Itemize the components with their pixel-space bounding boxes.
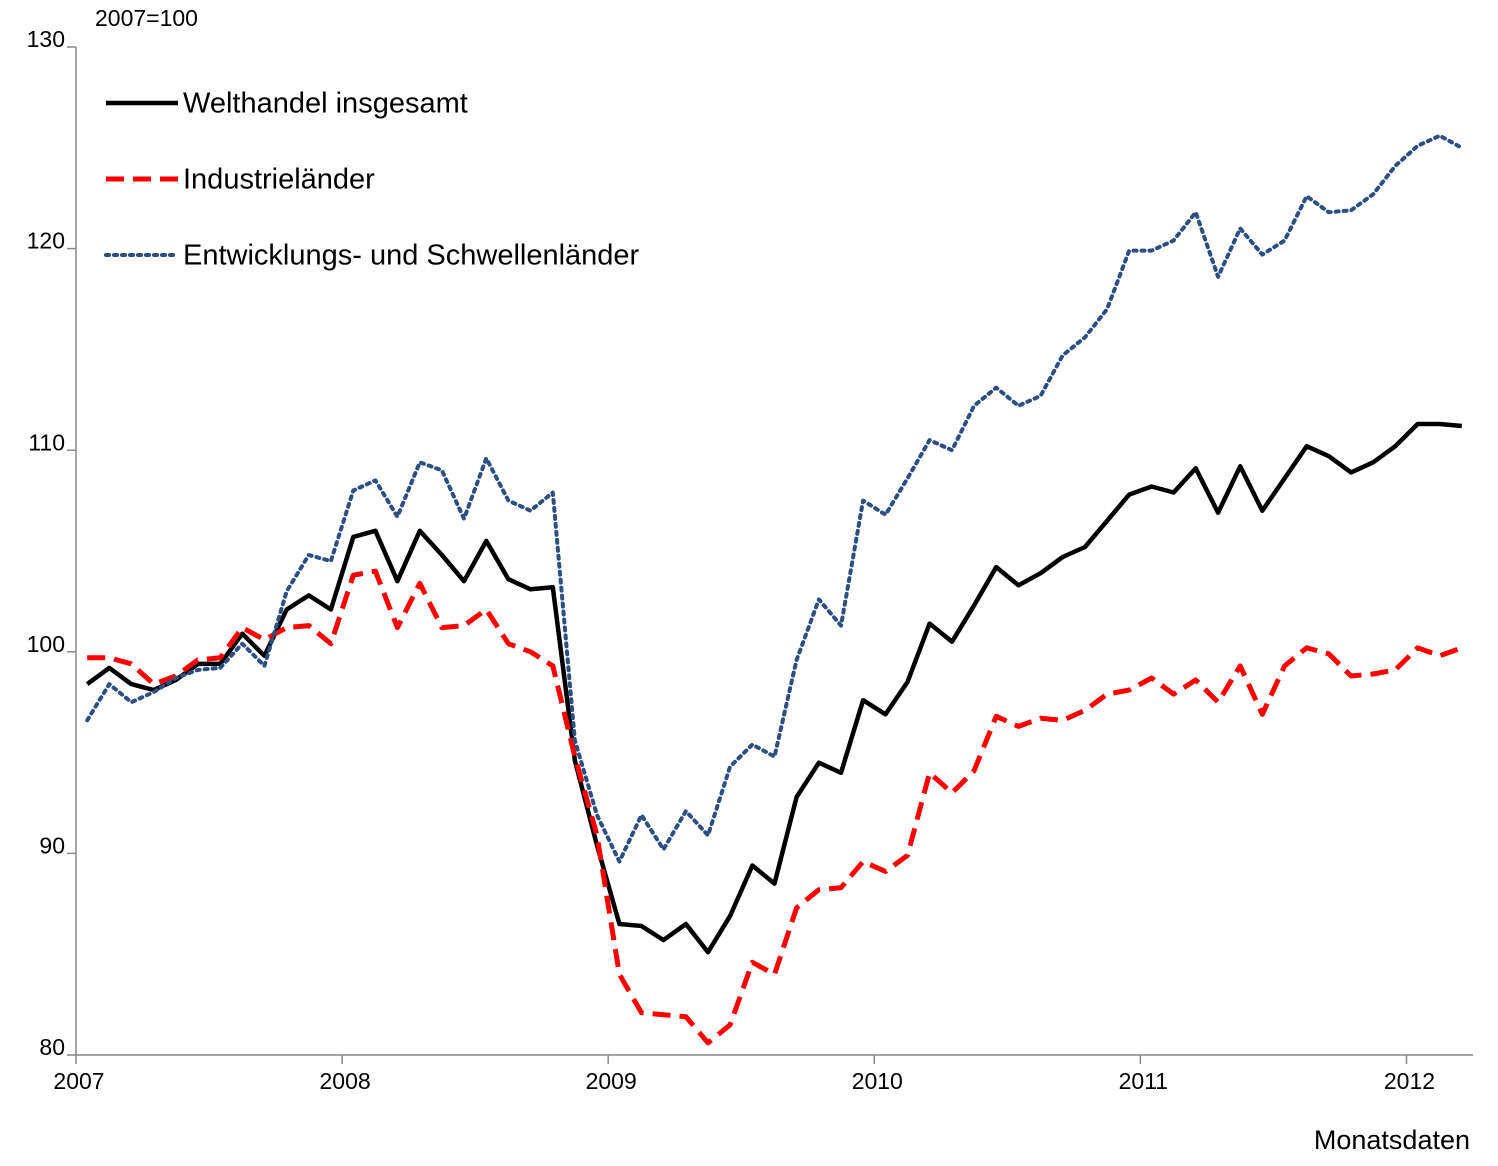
- y-tick-label: 80: [39, 1034, 65, 1060]
- y-tick-label: 120: [27, 228, 65, 254]
- x-tick-label: 2011: [1119, 1068, 1168, 1094]
- y-tick-label: 130: [27, 26, 65, 52]
- series-line: [85, 421, 1463, 955]
- x-axis-label: Monatsdaten: [1314, 1125, 1470, 1155]
- y-tick-label: 100: [27, 631, 65, 657]
- x-tick-label: 2009: [586, 1068, 637, 1094]
- series-line: [87, 568, 1463, 1046]
- x-tick-label: 2008: [320, 1068, 371, 1094]
- axis-unit: 2007=100: [95, 5, 198, 31]
- y-tick-label: 90: [39, 832, 65, 858]
- legend-label: Welthandel insgesamt: [183, 88, 468, 120]
- series-line: [85, 133, 1464, 864]
- x-tick-label: 2007: [53, 1068, 104, 1094]
- legend-label: Industrieländer: [183, 164, 375, 196]
- legend-label: Entwicklungs- und Schwellenländer: [183, 240, 640, 272]
- y-tick-label: 110: [28, 429, 65, 455]
- x-tick-label: 2010: [852, 1068, 903, 1094]
- x-tick-label: 2012: [1384, 1068, 1435, 1094]
